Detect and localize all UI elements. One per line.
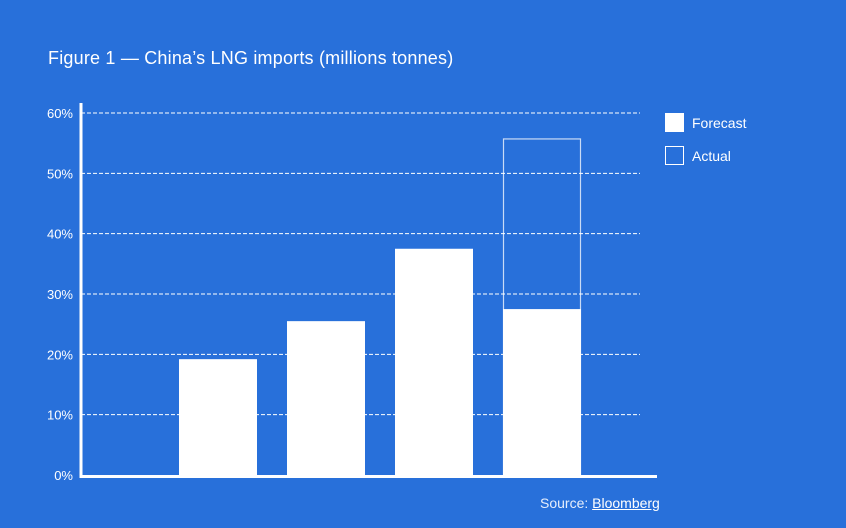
y-tick-label: 30% [47,287,73,302]
bar-forecast [179,359,257,476]
source-note: Source: Bloomberg [540,495,660,511]
bar-forecast [503,309,581,476]
y-tick-label: 20% [47,347,73,362]
bar-forecast [287,321,365,476]
y-tick-label: 0% [54,468,73,483]
source-link[interactable]: Bloomberg [592,495,660,511]
chart-title: Figure 1 — China’s LNG imports (millions… [48,48,454,68]
actual-swatch [665,146,684,165]
legend-label-actual: Actual [692,147,731,164]
y-tick-label: 40% [47,227,73,242]
legend-label-forecast: Forecast [692,114,747,131]
legend-item-forecast: Forecast [665,113,746,132]
legend-item-actual: Actual [665,146,731,165]
source-label: Source: [540,495,589,511]
forecast-swatch [665,113,684,132]
bar-forecast [395,248,473,476]
y-tick-label: 10% [47,408,73,423]
y-tick-label: 60% [47,106,73,121]
y-tick-label: 50% [47,166,73,181]
